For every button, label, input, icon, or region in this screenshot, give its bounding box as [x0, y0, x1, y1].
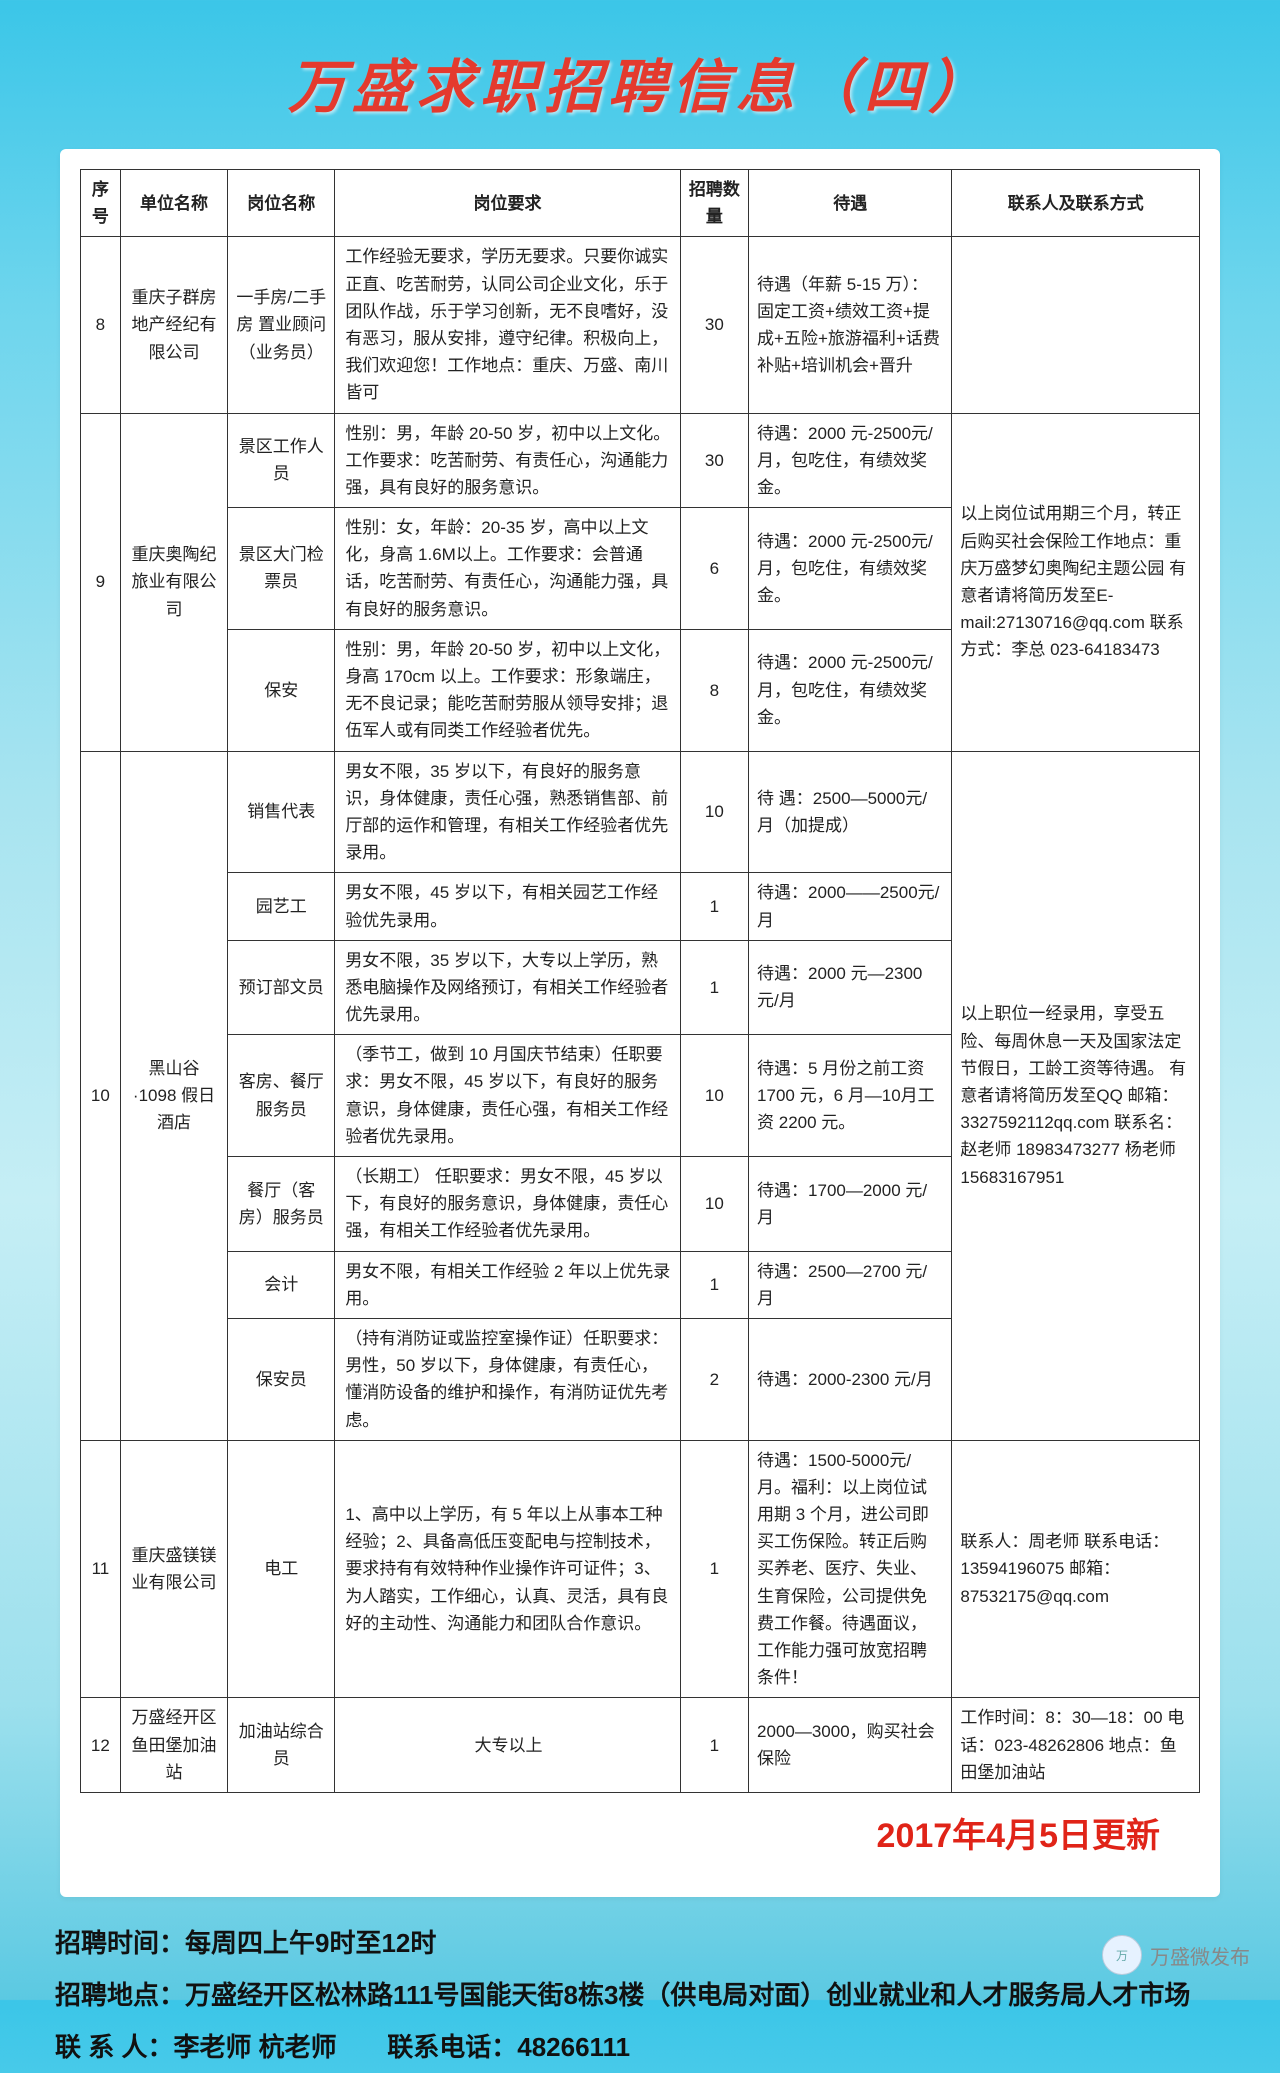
cell-pay: 待遇：5 月份之前工资 1700 元，6 月—10月工资 2200 元。	[749, 1035, 952, 1157]
cell-num: 30	[680, 413, 748, 508]
cell-post: 景区工作人员	[228, 413, 335, 508]
job-table: 序号 单位名称 岗位名称 岗位要求 招聘数量 待遇 联系人及联系方式 8 重庆子…	[80, 169, 1200, 1793]
cell-num: 10	[680, 1157, 748, 1252]
cell-post: 保安员	[228, 1318, 335, 1440]
cell-pay: 待遇：2000 元-2500元/月，包吃住，有绩效奖金。	[749, 629, 952, 751]
table-row: 10 黑山谷·1098 假日酒店 销售代表 男女不限，35 岁以下，有良好的服务…	[81, 751, 1200, 873]
cell-contact: 联系人：周老师 联系电话： 13594196075 邮箱： 87532175@q…	[952, 1440, 1200, 1698]
cell-pay: 待遇：2000 元-2500元/月，包吃住，有绩效奖金。	[749, 413, 952, 508]
cell-num: 30	[680, 237, 748, 413]
cell-num: 1	[680, 1440, 748, 1698]
th-contact: 联系人及联系方式	[952, 170, 1200, 237]
watermark: 万 万盛微发布	[1102, 1935, 1250, 1975]
cell-seq: 12	[81, 1698, 121, 1793]
footer-time: 招聘时间：每周四上午9时至12时	[55, 1917, 1240, 1969]
cell-unit: 黑山谷·1098 假日酒店	[120, 751, 228, 1440]
table-row: 8 重庆子群房地产经纪有限公司 一手房/二手房 置业顾问（业务员） 工作经验无要…	[81, 237, 1200, 413]
cell-req: 大专以上	[335, 1698, 680, 1793]
cell-unit: 万盛经开区鱼田堡加油站	[120, 1698, 228, 1793]
table-row: 9 重庆奥陶纪旅业有限公司 景区工作人员 性别：男，年龄 20-50 岁，初中以…	[81, 413, 1200, 508]
watermark-text: 万盛微发布	[1150, 1941, 1250, 1970]
table-row: 11 重庆盛镁镁业有限公司 电工 1、高中以上学历，有 5 年以上从事本工种经验…	[81, 1440, 1200, 1698]
cell-post: 销售代表	[228, 751, 335, 873]
th-req: 岗位要求	[335, 170, 680, 237]
cell-contact: 工作时间：8：30—18：00 电话：023-48262806 地点：鱼田堡加油…	[952, 1698, 1200, 1793]
th-post: 岗位名称	[228, 170, 335, 237]
cell-req: 男女不限，35 岁以下，有良好的服务意识，身体健康，责任心强，熟悉销售部、前厅部…	[335, 751, 680, 873]
cell-contact: 以上岗位试用期三个月，转正后购买社会保险工作地点：重庆万盛梦幻奥陶纪主题公园 有…	[952, 413, 1200, 751]
cell-req: 1、高中以上学历，有 5 年以上从事本工种经验；2、具备高低压变配电与控制技术，…	[335, 1440, 680, 1698]
cell-req: 工作经验无要求，学历无要求。只要你诚实正直、吃苦耐劳，认同公司企业文化，乐于团队…	[335, 237, 680, 413]
cell-pay: 待遇：2500—2700 元/月	[749, 1251, 952, 1318]
cell-num: 1	[680, 1698, 748, 1793]
footer-person-tel: 联 系 人：李老师 杭老师 联系电话：48266111	[55, 2021, 1240, 2073]
cell-post: 预订部文员	[228, 940, 335, 1035]
update-date: 2017年4月5日更新	[80, 1808, 1160, 1857]
cell-pay: 待遇：1700—2000 元/月	[749, 1157, 952, 1252]
cell-pay: 待遇：2000-2300 元/月	[749, 1318, 952, 1440]
table-header-row: 序号 单位名称 岗位名称 岗位要求 招聘数量 待遇 联系人及联系方式	[81, 170, 1200, 237]
watermark-logo-icon: 万	[1102, 1935, 1142, 1975]
job-sheet: 序号 单位名称 岗位名称 岗位要求 招聘数量 待遇 联系人及联系方式 8 重庆子…	[60, 149, 1220, 1897]
footer: 招聘时间：每周四上午9时至12时 招聘地点：万盛经开区松林路111号国能天街8栋…	[55, 1917, 1240, 2073]
cell-req: 性别：男，年龄 20-50 岁，初中以上文化，身高 170cm 以上。工作要求：…	[335, 629, 680, 751]
th-pay: 待遇	[749, 170, 952, 237]
cell-num: 10	[680, 1035, 748, 1157]
cell-seq: 10	[81, 751, 121, 1440]
cell-num: 2	[680, 1318, 748, 1440]
cell-num: 8	[680, 629, 748, 751]
cell-pay: 待遇（年薪 5-15 万）：固定工资+绩效工资+提成+五险+旅游福利+话费补贴+…	[749, 237, 952, 413]
cell-post: 一手房/二手房 置业顾问（业务员）	[228, 237, 335, 413]
page-title: 万盛求职招聘信息（四）	[0, 0, 1280, 149]
cell-post: 景区大门检票员	[228, 508, 335, 630]
footer-person: 联 系 人：李老师 杭老师	[55, 2032, 337, 2062]
cell-seq: 11	[81, 1440, 121, 1698]
th-num: 招聘数量	[680, 170, 748, 237]
cell-unit: 重庆奥陶纪旅业有限公司	[120, 413, 228, 751]
cell-unit: 重庆盛镁镁业有限公司	[120, 1440, 228, 1698]
cell-seq: 9	[81, 413, 121, 751]
cell-post: 餐厅（客房）服务员	[228, 1157, 335, 1252]
cell-pay: 待遇：1500-5000元/月。福利：以上岗位试用期 3 个月，进公司即买工伤保…	[749, 1440, 952, 1698]
cell-num: 1	[680, 873, 748, 940]
cell-pay: 待遇：2000 元—2300元/月	[749, 940, 952, 1035]
cell-post: 加油站综合员	[228, 1698, 335, 1793]
cell-num: 6	[680, 508, 748, 630]
cell-req: 男女不限，35 岁以下，大专以上学历，熟悉电脑操作及网络预订，有相关工作经验者优…	[335, 940, 680, 1035]
cell-num: 1	[680, 940, 748, 1035]
cell-unit: 重庆子群房地产经纪有限公司	[120, 237, 228, 413]
cell-num: 10	[680, 751, 748, 873]
cell-post: 会计	[228, 1251, 335, 1318]
cell-post: 电工	[228, 1440, 335, 1698]
th-seq: 序号	[81, 170, 121, 237]
cell-req: 男女不限，有相关工作经验 2 年以上优先录用。	[335, 1251, 680, 1318]
cell-req: 性别：女，年龄：20-35 岁，高中以上文化，身高 1.6M以上。工作要求：会普…	[335, 508, 680, 630]
footer-tel: 联系电话：48266111	[387, 2032, 630, 2062]
footer-addr: 招聘地点：万盛经开区松林路111号国能天街8栋3楼（供电局对面）创业就业和人才服…	[55, 1969, 1240, 2021]
cell-post: 保安	[228, 629, 335, 751]
cell-post: 客房、餐厅服务员	[228, 1035, 335, 1157]
cell-req: （持有消防证或监控室操作证）任职要求：男性，50 岁以下，身体健康，有责任心，懂…	[335, 1318, 680, 1440]
cell-contact: 以上职位一经录用，享受五险、每周休息一天及国家法定节假日，工龄工资等待遇。 有意…	[952, 751, 1200, 1440]
cell-pay: 2000—3000，购买社会保险	[749, 1698, 952, 1793]
cell-req: 性别：男，年龄 20-50 岁，初中以上文化。工作要求：吃苦耐劳、有责任心，沟通…	[335, 413, 680, 508]
th-unit: 单位名称	[120, 170, 228, 237]
cell-pay: 待遇：2000——2500元/月	[749, 873, 952, 940]
cell-contact	[952, 237, 1200, 413]
cell-req: （长期工） 任职要求：男女不限，45 岁以下，有良好的服务意识，身体健康，责任心…	[335, 1157, 680, 1252]
cell-seq: 8	[81, 237, 121, 413]
cell-pay: 待遇：2000 元-2500元/月，包吃住，有绩效奖金。	[749, 508, 952, 630]
cell-req: 男女不限，45 岁以下，有相关园艺工作经验优先录用。	[335, 873, 680, 940]
cell-pay: 待 遇：2500—5000元/月（加提成）	[749, 751, 952, 873]
table-row: 12 万盛经开区鱼田堡加油站 加油站综合员 大专以上 1 2000—3000，购…	[81, 1698, 1200, 1793]
cell-num: 1	[680, 1251, 748, 1318]
cell-post: 园艺工	[228, 873, 335, 940]
cell-req: （季节工，做到 10 月国庆节结束）任职要求：男女不限，45 岁以下，有良好的服…	[335, 1035, 680, 1157]
